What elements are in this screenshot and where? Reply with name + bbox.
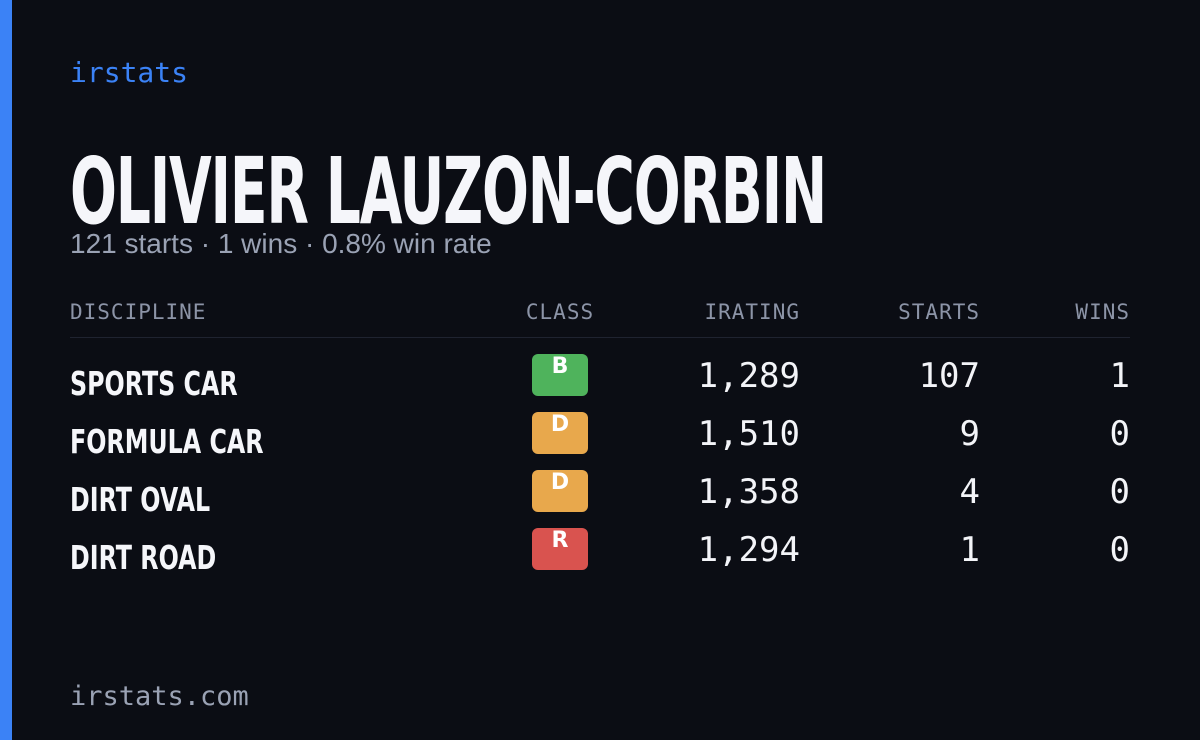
class-badge: D (532, 470, 588, 512)
discipline: FORMULA CAR (70, 422, 264, 461)
column-header: WINS (1075, 300, 1130, 324)
starts-value: 4 (959, 472, 980, 512)
wins-value: 0 (1109, 414, 1130, 454)
column-header: DISCIPLINE (70, 300, 207, 324)
irating-value: 1,294 (697, 530, 800, 570)
starts-value: 1 (959, 530, 980, 570)
discipline: SPORTS CAR (70, 364, 238, 403)
starts-value: 9 (959, 414, 980, 454)
column-header: IRATING (704, 300, 800, 324)
irating-value: 1,358 (697, 472, 800, 512)
irating-value: 1,510 (697, 414, 800, 454)
wins-value: 0 (1109, 472, 1130, 512)
footer: irstats.com (70, 681, 249, 712)
accent-bar (0, 0, 12, 740)
column-header: STARTS (898, 300, 980, 324)
discipline: DIRT ROAD (70, 538, 217, 577)
column-header: CLASS (525, 300, 595, 324)
class-badge: R (532, 528, 588, 570)
irating-value: 1,289 (697, 356, 800, 396)
brand: irstats (70, 56, 189, 89)
discipline: DIRT OVAL (70, 480, 211, 519)
wins-value: 1 (1109, 356, 1130, 396)
summary: 121 starts · 1 wins · 0.8% win rate (70, 228, 492, 259)
wins-value: 0 (1109, 530, 1130, 570)
class-badge: B (532, 354, 588, 396)
class-badge: D (532, 412, 588, 454)
header-rule (70, 337, 1130, 338)
starts-value: 107 (918, 356, 980, 396)
driver-name: OLIVIER LAUZON-CORBIN (70, 138, 827, 245)
